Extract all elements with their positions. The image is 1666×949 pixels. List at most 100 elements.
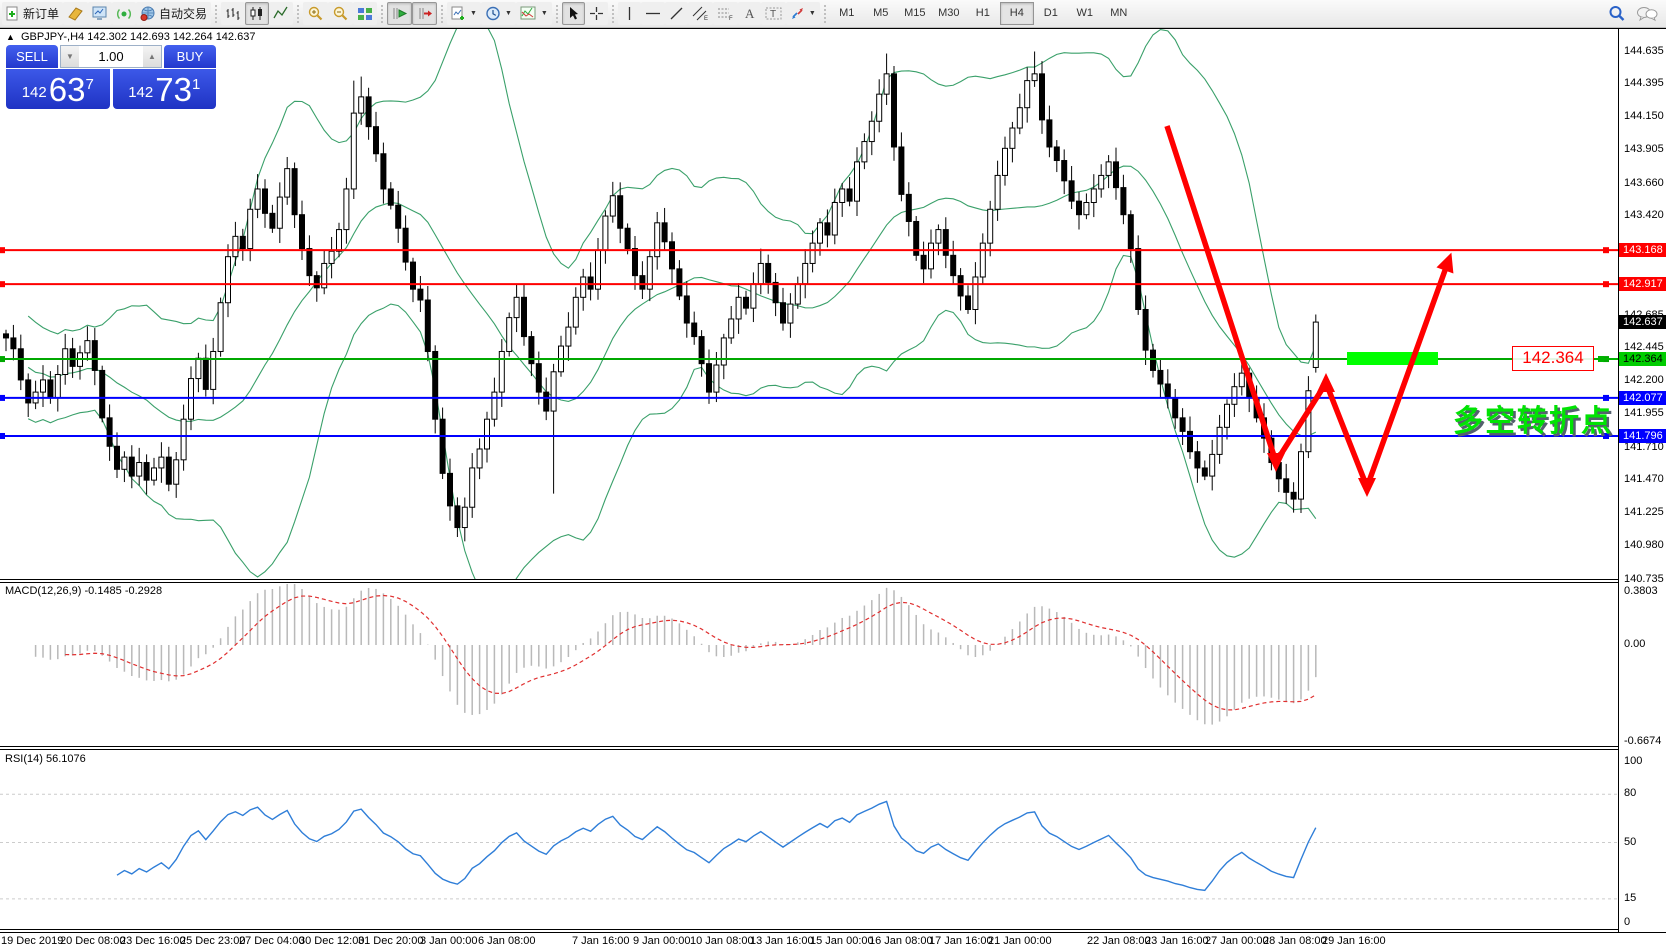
buy-button[interactable]: BUY [164, 45, 216, 68]
price-tick-label: 142.445 [1624, 341, 1664, 354]
tf-m1[interactable]: M1 [839, 7, 855, 19]
tf-m30[interactable]: M30 [938, 7, 960, 19]
cursor-button[interactable] [561, 2, 585, 25]
arrow-objects-button[interactable]: ▼ [785, 2, 820, 25]
time-label: 17 Jan 16:00 [929, 935, 993, 947]
symbol-search-icon[interactable] [1608, 5, 1626, 22]
time-label: 19 Dec 2019 [1, 935, 64, 947]
metaeditor-button[interactable] [63, 2, 89, 25]
profiles-button[interactable]: ▼ [480, 2, 516, 25]
time-axis-separator [0, 932, 1666, 933]
arrowhead-icon [1358, 478, 1376, 497]
new-chart-button[interactable]: ▼ [447, 2, 481, 25]
terminal-button[interactable] [88, 2, 113, 25]
volume-decrease-button[interactable]: ▼ [61, 46, 79, 67]
channel-tool-button[interactable]: E [687, 2, 713, 25]
new-order-icon [6, 6, 20, 21]
macd-pane-separator[interactable] [0, 579, 1666, 580]
bar-chart-icon [225, 6, 241, 21]
new-order-label: 新订单 [23, 7, 60, 21]
time-label: 3 Jan 00:00 [420, 935, 478, 947]
rsi-value: 56.1076 [45, 753, 86, 765]
price-badge-141.796: 141.796 [1619, 428, 1666, 443]
toolbar-grip [381, 4, 384, 23]
sell-price[interactable]: 142 63 7 [6, 69, 110, 109]
arrow-objects-icon [790, 6, 805, 21]
fibonacci-tool-button[interactable]: F [712, 2, 738, 25]
line-chart-icon [273, 6, 289, 21]
terminal-monitor-icon [92, 6, 108, 21]
toolbar-grip [215, 4, 218, 23]
time-label: 30 Dec 12:00 [299, 935, 365, 947]
equidistant-channel-icon: E [692, 6, 709, 22]
tf-h4[interactable]: H4 [999, 2, 1034, 25]
text-label-tool-button[interactable]: T [760, 2, 786, 25]
horizontal-line-tool-button[interactable] [640, 2, 665, 25]
price-tick-label: 141.470 [1624, 473, 1664, 486]
text-tool-button[interactable]: A [737, 2, 761, 25]
buy-price[interactable]: 142 73 1 [112, 69, 216, 109]
macd-signal-line [65, 594, 1317, 711]
zoom-out-button[interactable] [328, 2, 354, 25]
vertical-line-tool-button[interactable] [617, 2, 641, 25]
crosshair-icon [589, 6, 604, 21]
zoom-in-icon [307, 6, 324, 22]
dropdown-caret-icon: ▼ [808, 10, 816, 17]
price-tick-label: 143.905 [1624, 143, 1664, 156]
tf-m15[interactable]: M15 [904, 7, 926, 19]
line-chart-button[interactable] [269, 2, 294, 25]
autotrading-globe-icon [140, 6, 156, 21]
candlestick-chart-button[interactable] [245, 2, 270, 25]
tf-m5[interactable]: M5 [873, 7, 889, 19]
green-highlight-rect[interactable] [1347, 352, 1438, 365]
buy-price-point: 1 [191, 76, 201, 93]
rsi-tick-label: 50 [1624, 835, 1637, 848]
volume-increase-button[interactable]: ▲ [143, 46, 161, 67]
arrowhead-icon [1267, 453, 1285, 472]
bar-chart-button[interactable] [221, 2, 246, 25]
price-axis[interactable]: 144.635 144.395 144.150 143.905 143.660 143.4… [1618, 29, 1666, 932]
tf-d1[interactable]: D1 [1043, 7, 1058, 19]
svg-text:A: A [745, 6, 755, 21]
autotrading-button[interactable]: 自动交易 [136, 2, 212, 25]
crosshair-button[interactable] [584, 2, 608, 25]
time-label: 29 Jan 16:00 [1322, 935, 1386, 947]
price-annotation-box[interactable]: 142.364 [1512, 346, 1594, 371]
buy-price-base: 142 [128, 84, 154, 101]
price-badge-142.364: 142.364 [1619, 352, 1666, 367]
toolbar-grip [611, 4, 614, 23]
chart-shift-icon [416, 6, 433, 21]
trendline-icon [669, 6, 684, 21]
macd-pane-separator [0, 582, 1666, 583]
rsi-line [116, 800, 1317, 892]
tf-mn[interactable]: MN [1110, 7, 1128, 19]
zoom-in-button[interactable] [303, 2, 329, 25]
price-tick-label: 144.395 [1624, 77, 1664, 89]
cn-turning-point-label[interactable]: 多空转折点 [1453, 405, 1613, 438]
time-label: 23 Dec 16:00 [120, 935, 186, 947]
sell-button[interactable]: SELL [6, 45, 58, 68]
signals-button[interactable] [112, 2, 137, 25]
macd-tick-label: -0.6674 [1624, 735, 1662, 747]
time-label: 28 Jan 08:00 [1263, 935, 1327, 947]
chart-shift-button[interactable] [412, 2, 438, 25]
community-chat-icon[interactable] [1636, 6, 1658, 22]
symbol-ohlc-header: ▲ GBPJPY-,H4 142.302 142.693 142.264 142… [6, 31, 255, 43]
tf-w1[interactable]: W1 [1076, 7, 1094, 19]
candlestick-chart-icon [249, 6, 265, 21]
trendline-tool-button[interactable] [664, 2, 688, 25]
time-axis[interactable]: 19 Dec 2019 20 Dec 08:00 23 Dec 16:00 25 De… [0, 933, 1618, 949]
tf-h1[interactable]: H1 [975, 7, 990, 19]
rsi-pane-separator[interactable] [0, 746, 1666, 747]
indicators-button[interactable]: ▼ [515, 2, 552, 25]
volume-value[interactable]: 1.00 [98, 49, 124, 64]
tile-windows-button[interactable] [353, 2, 378, 25]
volume-control: ▼ 1.00 ▲ [60, 45, 162, 68]
auto-scroll-button[interactable] [387, 2, 413, 25]
svg-text:F: F [729, 16, 733, 21]
metaeditor-icon [67, 6, 84, 21]
symbol-timeframe-label: GBPJPY-,H4 [20, 31, 85, 43]
autotrading-label: 自动交易 [159, 7, 208, 21]
new-order-button[interactable]: 新订单 [2, 2, 64, 25]
